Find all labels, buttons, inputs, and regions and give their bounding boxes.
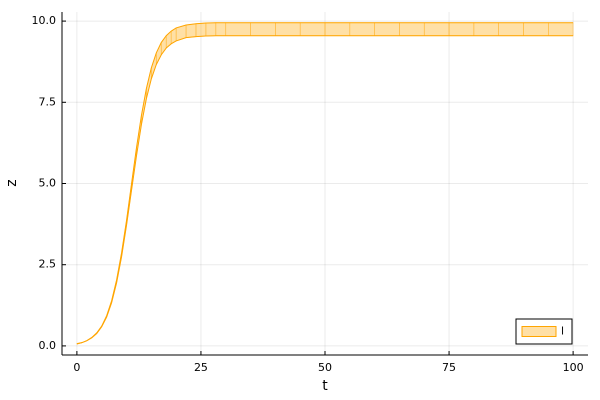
band-segment (548, 22, 574, 37)
band-segment (155, 42, 162, 65)
legend: l (515, 318, 573, 345)
x-tick-label: 25 (194, 361, 208, 374)
band-segment (275, 22, 301, 37)
band-segment (523, 22, 549, 37)
band-segment (473, 22, 499, 37)
band-segment (448, 22, 475, 37)
x-tick-label: 100 (563, 361, 584, 374)
band-segment (225, 22, 251, 37)
y-tick-label: 2.5 (39, 258, 57, 271)
band-segment (324, 22, 351, 37)
band-segment (299, 22, 326, 37)
y-tick-label: 7.5 (39, 95, 57, 108)
legend-box (515, 318, 573, 345)
y-tick-label: 0.0 (39, 339, 57, 352)
band-edge (76, 35, 574, 345)
band-segment (349, 22, 375, 37)
band-segment (374, 22, 400, 37)
band-edge (76, 22, 574, 345)
legend-swatch (521, 326, 557, 337)
y-tick-label: 10.0 (32, 14, 57, 27)
band-segment (250, 22, 276, 37)
x-tick-label: 50 (318, 361, 332, 374)
y-axis-label: z (4, 179, 20, 186)
y-tick-label: 5.0 (39, 177, 57, 190)
x-tick-label: 0 (73, 361, 80, 374)
band-segment (205, 22, 217, 37)
x-tick-label: 75 (442, 361, 456, 374)
band-segment (423, 22, 450, 37)
x-axis-label: t (322, 378, 328, 394)
legend-label: l (561, 325, 564, 338)
band-segment (195, 22, 207, 38)
band-segment (215, 22, 227, 37)
band-segment (498, 22, 524, 37)
band-segment (399, 22, 425, 37)
band-segment (185, 23, 197, 38)
